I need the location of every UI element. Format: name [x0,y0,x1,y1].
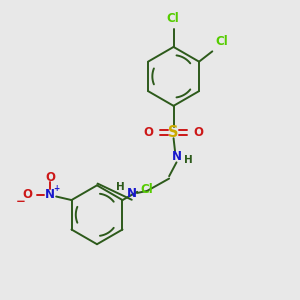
Text: Cl: Cl [215,35,228,48]
Text: H: H [116,182,125,192]
Text: O: O [22,188,33,201]
Text: −: − [15,195,25,208]
Text: N: N [172,150,182,163]
Text: Cl: Cl [167,12,179,25]
Text: +: + [53,184,59,193]
Text: N: N [127,188,137,200]
Text: S: S [168,125,179,140]
Text: N: N [45,188,55,201]
Text: O: O [143,126,154,139]
Text: H: H [184,155,193,165]
Text: O: O [194,126,204,139]
Text: O: O [45,171,55,184]
Text: Cl: Cl [141,183,154,196]
